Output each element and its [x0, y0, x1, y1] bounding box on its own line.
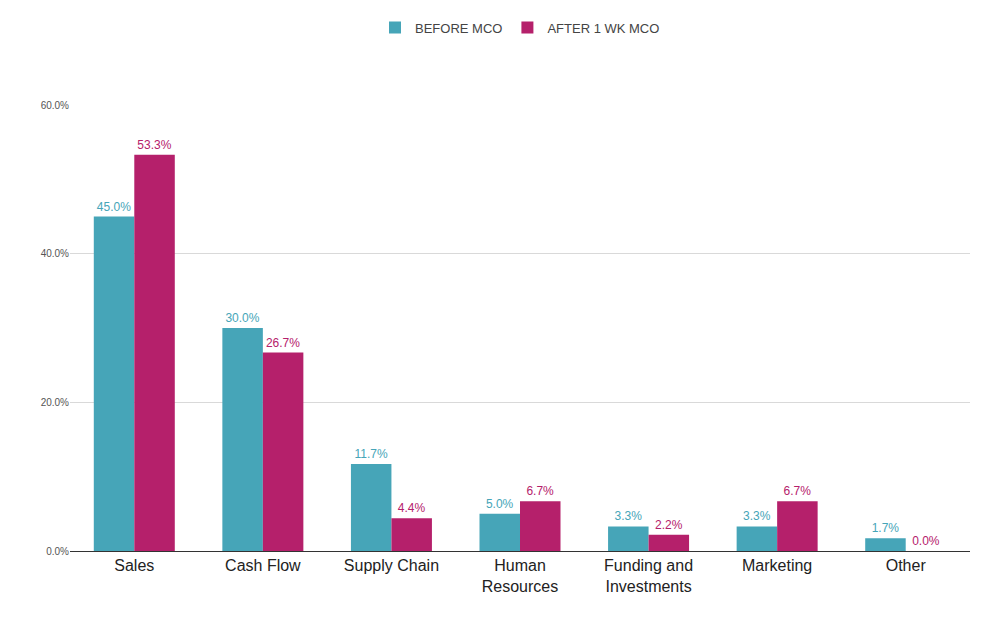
- svg-text:Sales: Sales: [114, 557, 154, 574]
- svg-text:11.7%: 11.7%: [354, 447, 387, 461]
- svg-text:1.7%: 1.7%: [872, 521, 900, 535]
- svg-text:AFTER 1 WK MCO: AFTER 1 WK MCO: [547, 21, 659, 36]
- svg-text:20.0%: 20.0%: [41, 397, 69, 408]
- svg-text:Other: Other: [886, 557, 927, 574]
- svg-text:40.0%: 40.0%: [41, 248, 69, 259]
- svg-text:Cash Flow: Cash Flow: [225, 557, 301, 574]
- svg-text:Funding andInvestments: Funding andInvestments: [604, 557, 693, 595]
- svg-text:5.0%: 5.0%: [486, 497, 514, 511]
- svg-text:6.7%: 6.7%: [526, 484, 554, 498]
- svg-text:30.0%: 30.0%: [225, 311, 259, 325]
- svg-text:2.2%: 2.2%: [655, 518, 683, 532]
- svg-text:26.7%: 26.7%: [266, 336, 300, 350]
- svg-text:0.0%: 0.0%: [912, 534, 940, 548]
- svg-text:HumanResources: HumanResources: [482, 557, 558, 595]
- svg-text:4.4%: 4.4%: [398, 501, 426, 515]
- svg-text:53.3%: 53.3%: [137, 138, 171, 152]
- svg-text:0.0%: 0.0%: [46, 546, 69, 557]
- svg-text:60.0%: 60.0%: [41, 100, 69, 111]
- svg-text:Supply Chain: Supply Chain: [344, 557, 439, 574]
- svg-text:Marketing: Marketing: [742, 557, 812, 574]
- svg-text:BEFORE MCO: BEFORE MCO: [415, 21, 502, 36]
- svg-text:3.3%: 3.3%: [743, 509, 771, 523]
- svg-text:6.7%: 6.7%: [784, 484, 812, 498]
- svg-text:3.3%: 3.3%: [614, 509, 642, 523]
- svg-text:45.0%: 45.0%: [97, 200, 131, 214]
